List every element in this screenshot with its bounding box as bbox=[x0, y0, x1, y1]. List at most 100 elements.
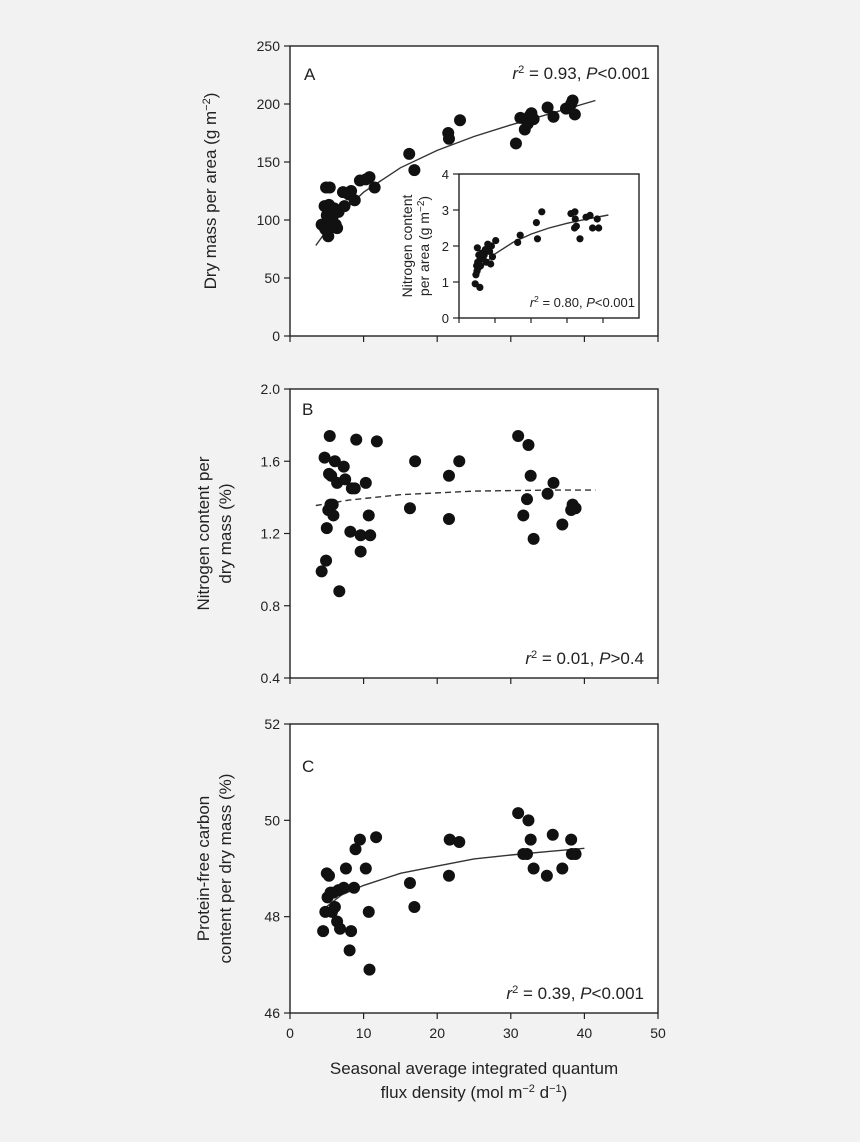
data-point bbox=[317, 925, 330, 938]
y-tick-label: 50 bbox=[264, 270, 280, 286]
data-point bbox=[516, 231, 524, 239]
y-tick-label: 2 bbox=[442, 239, 449, 254]
data-point bbox=[353, 833, 366, 846]
x-tick-label: 10 bbox=[356, 1025, 372, 1041]
data-point bbox=[362, 905, 375, 918]
data-point bbox=[345, 185, 358, 197]
data-point bbox=[586, 211, 594, 219]
y-tick-label: 2.0 bbox=[261, 381, 281, 397]
data-point bbox=[547, 476, 560, 489]
data-point bbox=[349, 843, 362, 856]
data-point bbox=[514, 238, 522, 246]
data-point bbox=[370, 831, 383, 844]
data-point bbox=[527, 532, 540, 545]
data-point bbox=[337, 460, 350, 473]
data-point bbox=[315, 565, 328, 578]
data-point bbox=[318, 451, 331, 464]
data-point bbox=[512, 429, 525, 442]
data-point bbox=[556, 862, 569, 875]
data-point bbox=[344, 525, 357, 538]
y-axis-label: Dry mass per area (g m−2) bbox=[201, 93, 220, 290]
data-point bbox=[326, 498, 339, 511]
data-point bbox=[348, 881, 361, 894]
data-point bbox=[556, 518, 569, 531]
data-point bbox=[517, 509, 530, 522]
data-point bbox=[540, 869, 553, 882]
data-point bbox=[546, 828, 559, 841]
data-point bbox=[339, 862, 352, 875]
stat-annotation: r2 = 0.39, P<0.001 bbox=[506, 984, 644, 1003]
panel-b: 0.4 0.8 1.2 1.6 2.0 Nitrogen content per dry m… bbox=[194, 381, 659, 686]
data-point bbox=[348, 482, 361, 495]
data-point bbox=[359, 862, 372, 875]
data-point bbox=[538, 208, 546, 216]
y-tick-label: 48 bbox=[264, 909, 280, 925]
data-point bbox=[532, 219, 541, 227]
data-point bbox=[442, 132, 455, 145]
data-point bbox=[323, 429, 336, 442]
panel-label-a: A bbox=[304, 65, 316, 84]
x-axis-label: Seasonal average integrated quantum bbox=[330, 1059, 618, 1078]
y-tick-label: 50 bbox=[264, 812, 280, 828]
data-point bbox=[339, 473, 352, 486]
data-point bbox=[487, 242, 495, 250]
data-point bbox=[442, 469, 455, 482]
data-point bbox=[403, 147, 416, 160]
data-point bbox=[572, 222, 580, 230]
data-point bbox=[512, 807, 525, 820]
data-point bbox=[320, 522, 333, 535]
data-point bbox=[541, 487, 554, 500]
data-point bbox=[350, 433, 363, 446]
stat-annotation: r2 = 0.93, P<0.001 bbox=[512, 64, 650, 83]
data-point bbox=[509, 137, 522, 150]
x-tick-label: 50 bbox=[650, 1025, 666, 1041]
data-point bbox=[576, 235, 584, 243]
y-axis-label: Nitrogen content bbox=[399, 195, 415, 298]
data-point bbox=[453, 455, 466, 468]
data-point bbox=[331, 222, 344, 235]
data-point bbox=[477, 262, 485, 270]
y-axis-label: content per dry mass (%) bbox=[216, 774, 235, 964]
data-point bbox=[566, 94, 579, 107]
data-point bbox=[524, 469, 537, 482]
data-point bbox=[442, 513, 455, 526]
data-point bbox=[487, 260, 495, 268]
data-point bbox=[476, 283, 484, 291]
data-point bbox=[593, 215, 601, 223]
y-tick-label: 1.2 bbox=[261, 526, 281, 542]
data-point bbox=[569, 848, 582, 861]
x-tick-label: 30 bbox=[503, 1025, 519, 1041]
data-point bbox=[520, 848, 533, 861]
data-point bbox=[370, 435, 383, 448]
panel-a-inset: 0 1 2 3 4 Nitrogen content per area (g m−2) r2 … bbox=[399, 167, 640, 326]
data-point bbox=[337, 881, 350, 894]
data-point bbox=[492, 237, 500, 245]
data-point bbox=[443, 833, 456, 846]
panel-label-b: B bbox=[302, 400, 313, 419]
y-tick-label: 200 bbox=[257, 96, 281, 112]
data-point bbox=[363, 171, 376, 184]
data-point bbox=[522, 438, 535, 451]
x-tick-label: 20 bbox=[429, 1025, 445, 1041]
data-point bbox=[364, 529, 377, 542]
data-point bbox=[568, 108, 581, 121]
data-point bbox=[320, 554, 333, 567]
data-point bbox=[571, 215, 579, 223]
y-tick-label: 4 bbox=[442, 167, 449, 182]
data-point bbox=[569, 502, 582, 515]
data-point bbox=[345, 925, 358, 938]
stat-annotation: r2 = 0.80, P<0.001 bbox=[530, 294, 635, 310]
data-point bbox=[368, 181, 381, 194]
data-point bbox=[408, 901, 421, 914]
data-point bbox=[328, 455, 341, 468]
x-tick-label: 0 bbox=[286, 1025, 294, 1041]
data-point bbox=[323, 181, 336, 194]
y-axis-label: per area (g m−2) bbox=[416, 196, 433, 296]
data-point bbox=[403, 502, 416, 515]
data-point bbox=[480, 251, 488, 259]
data-point bbox=[343, 944, 356, 957]
y-tick-label: 1.6 bbox=[261, 453, 281, 469]
data-point bbox=[322, 230, 335, 243]
data-point bbox=[453, 836, 466, 849]
y-tick-label: 3 bbox=[442, 203, 449, 218]
